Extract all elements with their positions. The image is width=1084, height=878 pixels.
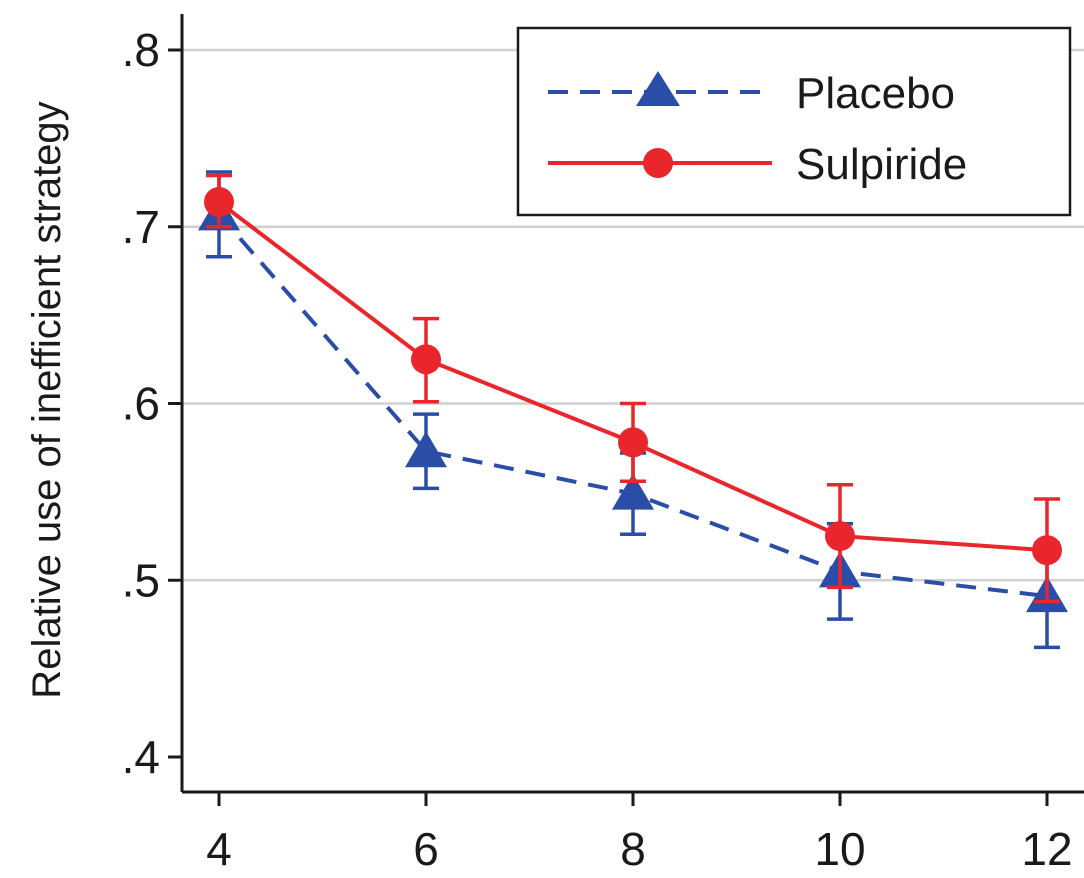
- data-point-sulpiride: [825, 521, 855, 552]
- series-layer: [198, 170, 1068, 650]
- y-tick-label: .7: [122, 201, 160, 253]
- y-tick-label: .6: [122, 378, 160, 430]
- legend: Placebo Sulpiride: [516, 26, 1072, 217]
- y-axis-ticks: .4 .5 .6 .7 .8: [122, 24, 182, 783]
- y-tick-label: .4: [122, 731, 160, 783]
- data-point-sulpiride: [204, 187, 234, 218]
- data-point-placebo: [405, 431, 447, 468]
- x-tick-label: 12: [1021, 823, 1072, 875]
- legend-box: [516, 26, 1072, 217]
- y-tick-label: .8: [122, 24, 160, 76]
- x-tick-label: 10: [814, 823, 865, 875]
- data-point-sulpiride: [1032, 535, 1062, 566]
- data-point-sulpiride: [411, 344, 441, 375]
- data-point-sulpiride: [618, 427, 648, 458]
- legend-placebo-label: Placebo: [796, 69, 955, 118]
- x-tick-label: 4: [206, 823, 232, 875]
- y-tick-label: .5: [122, 554, 160, 606]
- x-axis-ticks: 4 6 8 10 12: [206, 792, 1073, 875]
- legend-sulpiride-label: Sulpiride: [796, 140, 967, 189]
- data-point-placebo: [612, 473, 654, 510]
- legend-placebo-marker: [636, 71, 680, 106]
- x-tick-label: 6: [413, 823, 439, 875]
- x-tick-label: 8: [620, 823, 646, 875]
- legend-sulpiride-marker: [643, 148, 673, 178]
- series-sulpiride: [204, 173, 1062, 604]
- y-axis-label: Relative use of inefficient strategy: [25, 101, 69, 698]
